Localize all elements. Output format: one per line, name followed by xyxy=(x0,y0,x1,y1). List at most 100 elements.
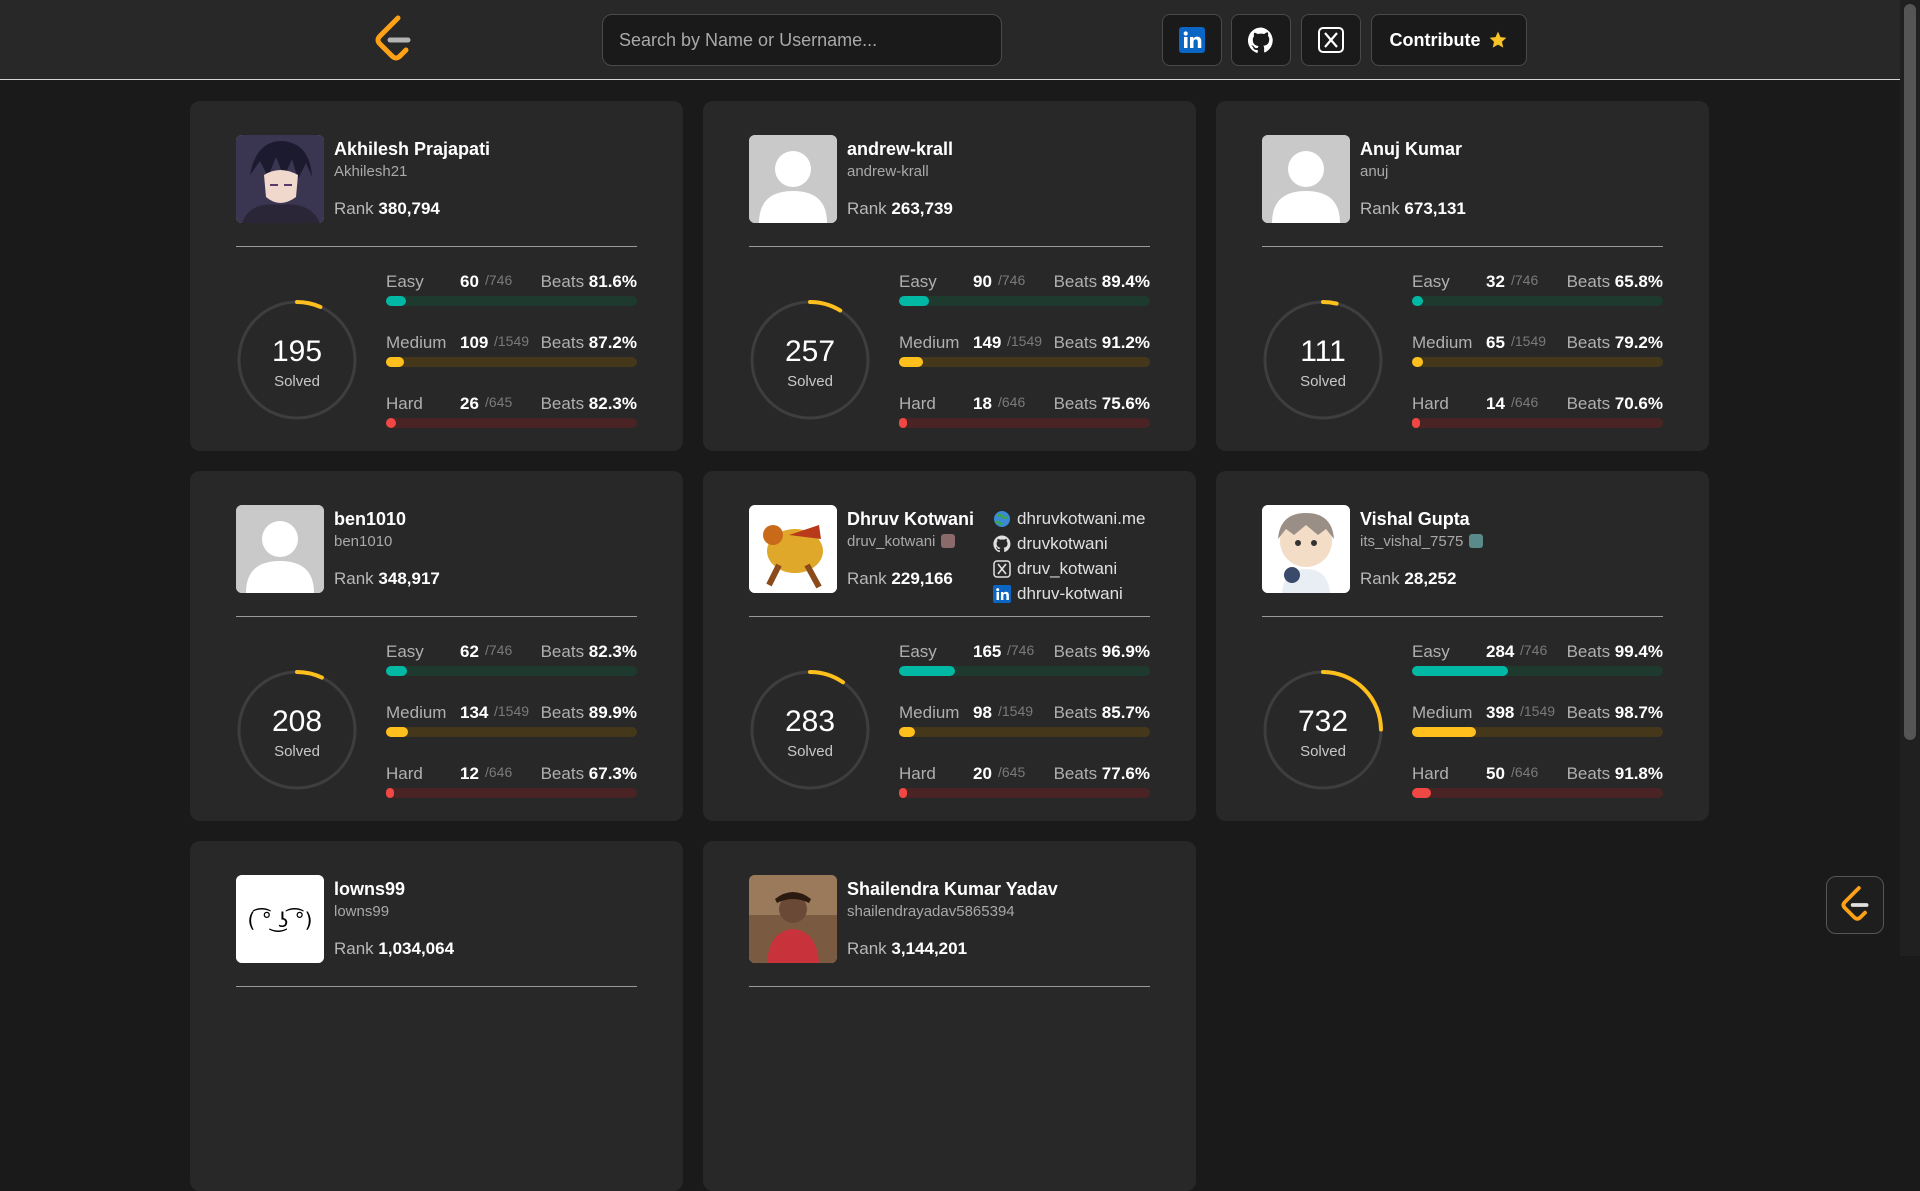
avatar[interactable] xyxy=(749,505,837,593)
progress-fill-hard xyxy=(1412,788,1432,798)
difficulty-row-hard: Hard 50/646 Beats 91.8% xyxy=(1412,764,1663,804)
default-avatar-image xyxy=(1262,135,1350,223)
difficulty-name: Hard xyxy=(386,764,423,783)
beats-value: 77.6% xyxy=(1101,764,1150,783)
progress-track-medium xyxy=(1412,727,1663,737)
user-username: Akhilesh21 xyxy=(334,163,408,180)
progress-track-easy xyxy=(899,666,1150,676)
beats-value: 70.6% xyxy=(1614,394,1663,413)
default-avatar-image xyxy=(236,505,324,593)
difficulty-name: Hard xyxy=(899,764,936,783)
total-count-hard: /645 xyxy=(485,394,513,410)
progress-track-hard xyxy=(899,788,1150,798)
solved-count-easy: 62 xyxy=(460,642,479,661)
difficulty-name: Easy xyxy=(899,272,937,291)
user-name[interactable]: Akhilesh Prajapati xyxy=(334,139,491,159)
avatar[interactable]: ( ͡° ͜ʖ ͡°) xyxy=(236,875,324,963)
difficulty-row-hard: Hard 20/645 Beats 77.6% xyxy=(899,764,1150,804)
progress-track-medium xyxy=(899,357,1150,367)
user-rank: Rank 229,166 xyxy=(847,569,953,589)
user-name[interactable]: andrew-krall xyxy=(847,139,954,159)
ring-progress xyxy=(1263,670,1383,790)
avatar[interactable] xyxy=(749,135,837,223)
solved-progress-ring xyxy=(750,300,870,420)
lenny-face-avatar-image: ( ͡° ͜ʖ ͡°) xyxy=(236,875,324,963)
difficulty-name: Medium xyxy=(1412,333,1473,352)
leetcode-logo[interactable] xyxy=(370,14,416,66)
solved-count-hard: 50 xyxy=(1486,764,1505,783)
social-link[interactable]: druvkotwani xyxy=(993,534,1108,554)
github-icon xyxy=(993,535,1011,553)
progress-fill-hard xyxy=(899,418,907,428)
solved-label: Solved xyxy=(787,743,833,760)
solved-label: Solved xyxy=(274,743,320,760)
progress-fill-easy xyxy=(1412,666,1508,676)
solved-progress-ring xyxy=(237,670,357,790)
progress-fill-medium xyxy=(386,357,404,367)
search-input[interactable] xyxy=(602,14,1002,66)
difficulty-row-hard: Hard 14/646 Beats 70.6% xyxy=(1412,394,1663,434)
avatar[interactable] xyxy=(236,135,324,223)
solved-count: 195 xyxy=(271,335,323,368)
rank-label: Rank xyxy=(1360,199,1400,218)
page-scrollbar[interactable] xyxy=(1900,0,1920,956)
avatar[interactable] xyxy=(236,505,324,593)
difficulty-row-easy: Easy 60/746 Beats 81.6% xyxy=(386,272,637,312)
difficulty-row-medium: Medium 149/1549 Beats 91.2% xyxy=(899,333,1150,373)
user-name[interactable]: ben1010 xyxy=(334,509,407,529)
beats-hard: Beats 82.3% xyxy=(540,394,637,413)
solved-count: 111 xyxy=(1300,335,1346,368)
social-link-text: druvkotwani xyxy=(1017,534,1108,553)
difficulty-name: Easy xyxy=(1412,272,1450,291)
avatar[interactable] xyxy=(1262,135,1350,223)
star-icon xyxy=(1490,31,1507,48)
total-count-easy: /746 xyxy=(1007,642,1035,658)
user-name[interactable]: Vishal Gupta xyxy=(1360,509,1470,529)
solved-count-easy: 284 xyxy=(1486,642,1515,661)
linkedin-button[interactable] xyxy=(1162,14,1222,66)
ring-progress xyxy=(750,300,870,420)
beats-hard: Beats 77.6% xyxy=(1053,764,1150,783)
difficulty-row-easy: Easy 165/746 Beats 96.9% xyxy=(899,642,1150,682)
progress-track-easy xyxy=(1412,666,1663,676)
beats-value: 98.7% xyxy=(1614,703,1663,722)
social-link[interactable]: dhruv-kotwani xyxy=(993,584,1123,604)
leetcode-float-button[interactable] xyxy=(1826,876,1884,934)
x-button[interactable] xyxy=(1301,14,1361,66)
solved-label: Solved xyxy=(274,373,320,390)
progress-track-easy xyxy=(386,666,637,676)
lenny-face-text: ( ͡° ͜ʖ ͡°) xyxy=(248,908,313,932)
difficulty-name: Medium xyxy=(386,333,447,352)
solved-count: 732 xyxy=(1297,705,1349,738)
github-button[interactable] xyxy=(1231,14,1291,66)
user-name[interactable]: Dhruv Kotwani xyxy=(847,509,975,529)
difficulty-name: Hard xyxy=(386,394,423,413)
user-card: Anuj Kumar anuj Rank 673,131 111 Solved Ea… xyxy=(1216,101,1709,451)
progress-fill-hard xyxy=(386,418,397,428)
social-link[interactable]: dhruvkotwani.me xyxy=(993,509,1146,529)
progress-track-medium xyxy=(386,727,637,737)
avatar[interactable] xyxy=(749,875,837,963)
user-name[interactable]: Anuj Kumar xyxy=(1360,139,1463,159)
total-count-hard: /646 xyxy=(998,394,1026,410)
avatar[interactable] xyxy=(1262,505,1350,593)
difficulty-name: Easy xyxy=(386,642,424,661)
solved-count-hard: 26 xyxy=(460,394,479,413)
user-name[interactable]: lowns99 xyxy=(334,879,406,899)
social-link-text: dhruv-kotwani xyxy=(1017,584,1123,603)
social-link[interactable]: druv_kotwani xyxy=(993,559,1117,579)
social-link-text: druv_kotwani xyxy=(1017,559,1118,578)
scrollbar-thumb[interactable] xyxy=(1904,4,1916,740)
divider xyxy=(236,986,637,987)
progress-track-hard xyxy=(386,418,637,428)
total-count-medium: /1549 xyxy=(1007,333,1043,349)
progress-track-easy xyxy=(1412,296,1663,306)
solved-count-easy: 32 xyxy=(1486,272,1505,291)
progress-track-easy xyxy=(899,296,1150,306)
rank-value: 263,739 xyxy=(891,199,953,218)
user-name[interactable]: Shailendra Kumar Yadav xyxy=(847,879,1058,899)
total-count-easy: /746 xyxy=(485,642,513,658)
contribute-button[interactable]: Contribute xyxy=(1371,14,1527,66)
beats-value: 75.6% xyxy=(1101,394,1150,413)
solved-count: 208 xyxy=(271,705,323,738)
